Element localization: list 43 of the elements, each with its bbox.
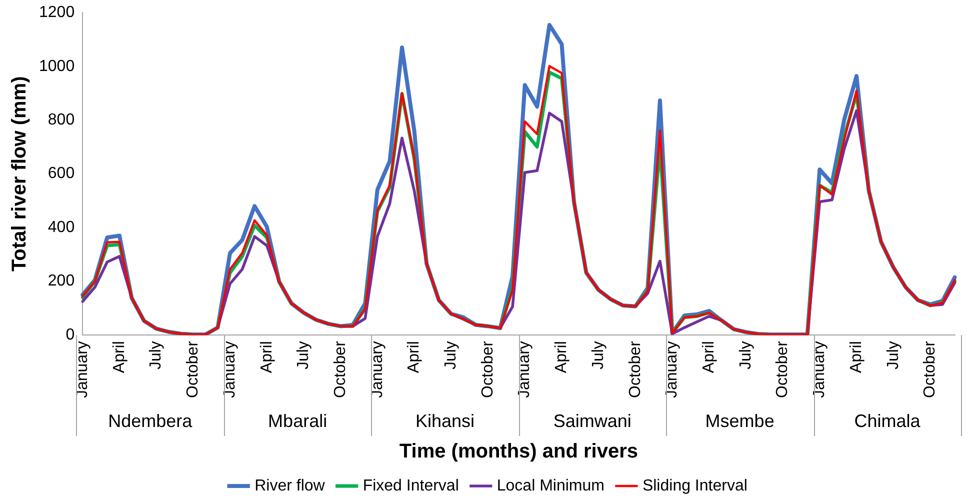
legend-label: Fixed Interval (362, 477, 459, 494)
x-tick-label: October (479, 340, 496, 398)
x-tick-label: January (664, 341, 681, 398)
x-tick-label: April (848, 341, 865, 374)
x-tick-label: April (258, 341, 276, 374)
legend-label: Local Minimum (496, 477, 604, 494)
text: Msembe (705, 410, 774, 431)
x-tick-label: April (700, 341, 718, 374)
y-tick-label: 1200 (39, 4, 75, 22)
x-tick-label: October (184, 340, 202, 398)
x-tick-label: July (884, 341, 902, 370)
x-tick-label: January (516, 341, 534, 398)
x-tick-label: July (148, 341, 165, 370)
x-tick-label: April (553, 341, 570, 374)
y-tick-label: 600 (48, 165, 75, 182)
y-tick-label: 200 (48, 272, 75, 290)
x-axis-title: Time (months) and rivers (399, 440, 638, 463)
x-tick-label: January (221, 341, 238, 398)
x-tick-label: October (922, 340, 939, 398)
text: Saimwani (553, 410, 632, 431)
x-tick-label: January (811, 341, 828, 398)
text: Chimala (854, 410, 922, 431)
x-tick-label: October (626, 340, 644, 398)
legend-label: River flow (254, 477, 326, 494)
text: Mbarali (268, 410, 328, 431)
x-tick-label: July (295, 341, 312, 370)
text: Ndembera (108, 410, 194, 431)
x-tick-label: January (74, 341, 91, 398)
x-tick-label: July (442, 341, 460, 370)
x-tick-label: July (737, 341, 754, 370)
y-tick-label: 0 (66, 326, 75, 344)
x-tick-label: July (590, 341, 607, 370)
x-tick-label: October (774, 340, 792, 398)
y-tick-label: 1000 (39, 58, 75, 75)
text: Kihansi (415, 410, 475, 431)
x-tick-label: January (368, 341, 386, 398)
y-axis-title: Total river flow (mm) (8, 76, 31, 272)
y-tick-label: 800 (48, 112, 75, 128)
legend-label: Sliding Interval (642, 477, 748, 494)
x-tick-label: April (406, 341, 423, 374)
y-tick-label: 400 (48, 218, 75, 236)
x-tick-label: October (332, 340, 349, 398)
x-tick-label: April (110, 341, 128, 374)
